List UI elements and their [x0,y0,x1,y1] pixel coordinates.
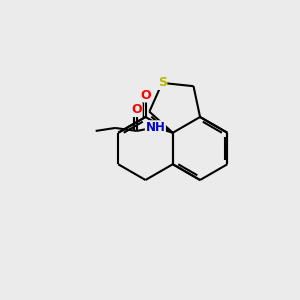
Text: O: O [131,103,142,116]
Text: S: S [158,76,167,89]
Text: NH: NH [146,121,165,134]
Text: O: O [140,89,151,102]
